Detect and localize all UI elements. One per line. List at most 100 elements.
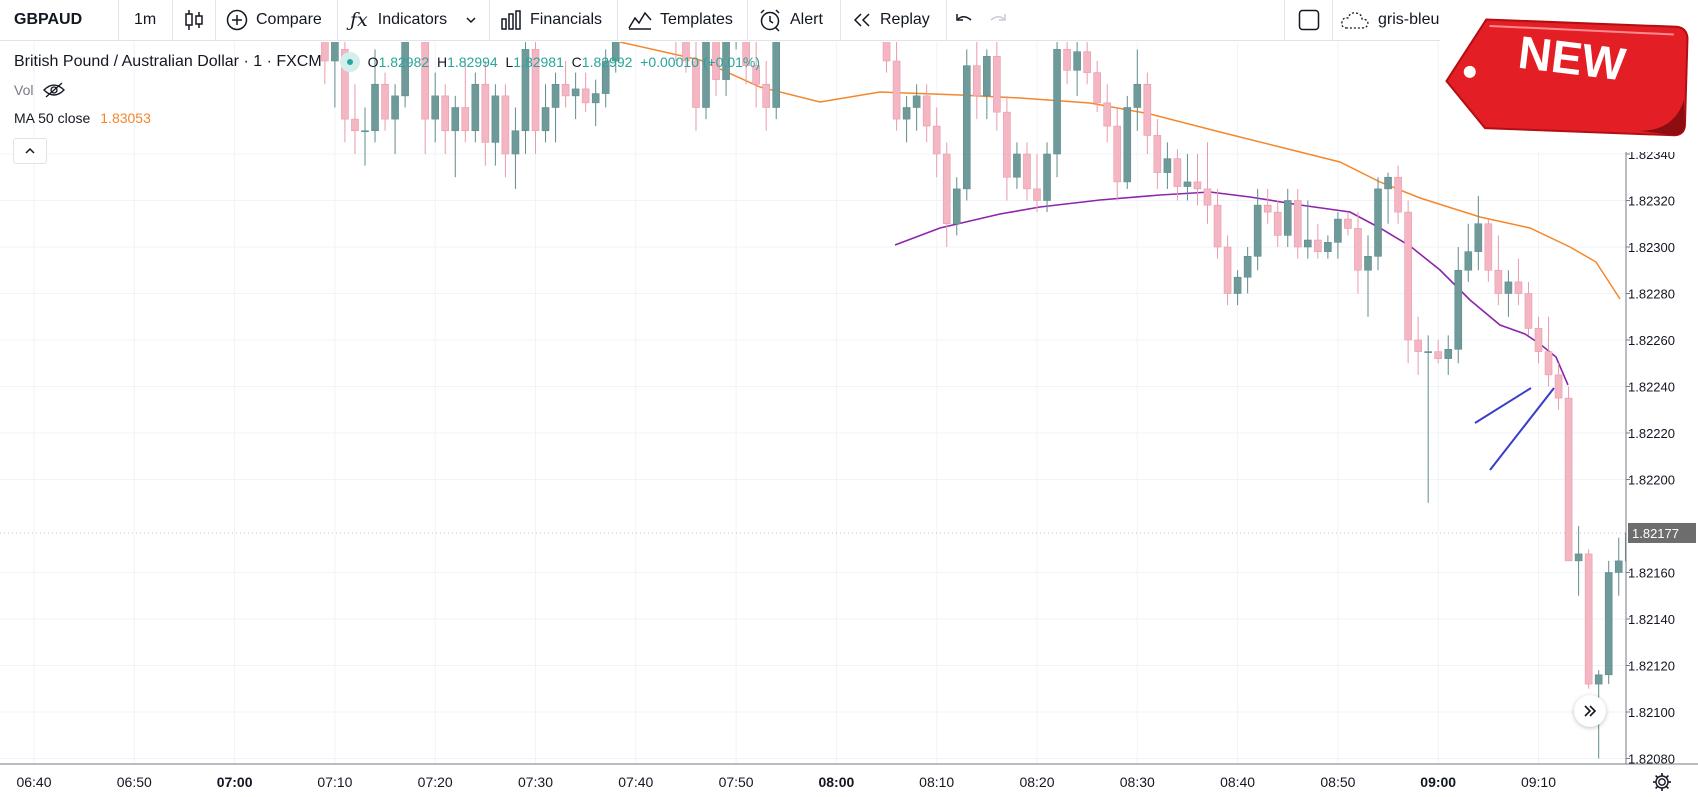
- scroll-to-realtime-button[interactable]: [1574, 695, 1606, 727]
- candle-body: [1163, 158, 1172, 173]
- ma50-line: [619, 42, 1621, 300]
- undo-button[interactable]: [954, 0, 982, 40]
- templates-button[interactable]: Templates: [628, 0, 733, 40]
- time-tick-label: 09:10: [1521, 774, 1556, 790]
- candle-body: [1444, 348, 1453, 359]
- time-tick-label: 06:50: [117, 774, 152, 790]
- price-tick-label: 1.82260: [1628, 333, 1675, 348]
- candle-body: [932, 125, 941, 155]
- toolbar-divider: [840, 0, 841, 40]
- candle-body: [481, 83, 490, 143]
- price-tick-label: 1.82240: [1628, 380, 1675, 395]
- candle-body: [1534, 328, 1543, 352]
- candle-body: [341, 49, 349, 120]
- compare-button[interactable]: Compare: [226, 0, 322, 40]
- candle-body: [1093, 72, 1101, 104]
- toolbar-divider: [617, 0, 618, 40]
- candle-body: [1073, 51, 1081, 71]
- candle-body: [1414, 339, 1422, 352]
- alarm-clock-icon: [760, 9, 780, 32]
- candle-body: [1263, 204, 1272, 213]
- time-tick-label: 07:40: [618, 774, 653, 790]
- candle-body: [952, 188, 961, 225]
- candle-body: [331, 42, 339, 62]
- candle-body: [1293, 200, 1302, 248]
- candle-body: [561, 83, 570, 97]
- candle-body: [1524, 293, 1533, 329]
- candle-body: [1183, 181, 1192, 187]
- candle-body: [1464, 251, 1473, 271]
- candle-body: [692, 60, 700, 108]
- replay-button[interactable]: Replay: [852, 0, 930, 40]
- gear-icon[interactable]: [1652, 772, 1672, 792]
- candle-body: [1273, 211, 1282, 236]
- price-axis-background: [1626, 42, 1698, 764]
- candle-body: [752, 65, 760, 85]
- candle-body: [1494, 269, 1503, 294]
- candle-body: [902, 107, 911, 120]
- candle-body: [1564, 397, 1573, 562]
- fullscreen-button[interactable]: [1298, 0, 1328, 40]
- legend-collapse-button[interactable]: [13, 138, 47, 164]
- candle-body: [1233, 276, 1242, 294]
- candle-body: [1544, 351, 1553, 376]
- volume-indicator-label: Vol: [14, 82, 34, 98]
- candle-body: [461, 107, 470, 132]
- time-tick-label: 08:40: [1220, 774, 1255, 790]
- candle-body: [1384, 176, 1392, 190]
- candle-body: [431, 95, 440, 120]
- function-icon: ƒx: [350, 9, 368, 31]
- candle-body: [1504, 281, 1513, 294]
- candle-body: [1173, 158, 1182, 187]
- templates-icon: [628, 11, 652, 30]
- candle-body: [1003, 111, 1011, 178]
- candle-body: [892, 60, 901, 120]
- candle-body: [471, 83, 480, 132]
- indicators-button[interactable]: ƒx Indicators: [350, 0, 485, 40]
- candle-body: [1063, 49, 1071, 71]
- redo-button[interactable]: [988, 0, 1016, 40]
- candle-body: [601, 60, 610, 94]
- time-tick-label: 07:50: [719, 774, 754, 790]
- eye-hidden-icon[interactable]: [43, 82, 66, 98]
- toolbar-divider: [337, 0, 338, 40]
- candle-body: [1053, 49, 1061, 155]
- symbol-search-button[interactable]: GBPAUD: [14, 0, 82, 40]
- chevron-up-icon: [25, 147, 35, 154]
- interval-button[interactable]: 1m: [134, 0, 156, 40]
- candle-body: [1083, 51, 1091, 73]
- candle-body: [1594, 674, 1603, 685]
- candle-body: [1614, 560, 1623, 573]
- candle-body: [682, 42, 690, 62]
- candle-body: [962, 65, 971, 190]
- candle-body: [531, 49, 540, 132]
- chart-style-button[interactable]: [184, 0, 212, 40]
- templates-label: Templates: [660, 11, 733, 28]
- candle-body: [401, 42, 409, 97]
- time-tick-label: 06:40: [16, 774, 51, 790]
- candle-body: [1584, 553, 1593, 685]
- financials-button[interactable]: Financials: [500, 0, 602, 40]
- new-tag-badge: NEW: [1440, 0, 1698, 152]
- candle-body: [361, 130, 369, 133]
- price-chart[interactable]: 1.823401.823201.823001.822801.822601.822…: [0, 42, 1698, 797]
- square-icon: [1298, 9, 1320, 31]
- layout-save-button[interactable]: gris-bleu: [1340, 0, 1439, 40]
- candle-body: [702, 42, 710, 108]
- time-tick-label: 08:50: [1320, 774, 1355, 790]
- candle-body: [581, 88, 590, 104]
- candle-body: [571, 88, 580, 97]
- candle-body: [742, 42, 750, 66]
- alert-label: Alert: [790, 11, 823, 28]
- candle-body: [922, 95, 931, 127]
- candle-body: [611, 42, 620, 62]
- candle-body: [1113, 125, 1122, 183]
- chart-pane[interactable]: 1.82340 1.82320 1.82300 1.82280 1.82260 1.822…: [0, 42, 1698, 797]
- layout-name-label: gris-bleu: [1378, 11, 1440, 28]
- candle-body: [983, 56, 991, 97]
- alert-button[interactable]: Alert: [758, 0, 823, 40]
- candle-body: [1033, 188, 1041, 201]
- last-price-badge: [1628, 522, 1696, 543]
- candle-body: [1193, 181, 1202, 190]
- candle-body: [501, 95, 510, 155]
